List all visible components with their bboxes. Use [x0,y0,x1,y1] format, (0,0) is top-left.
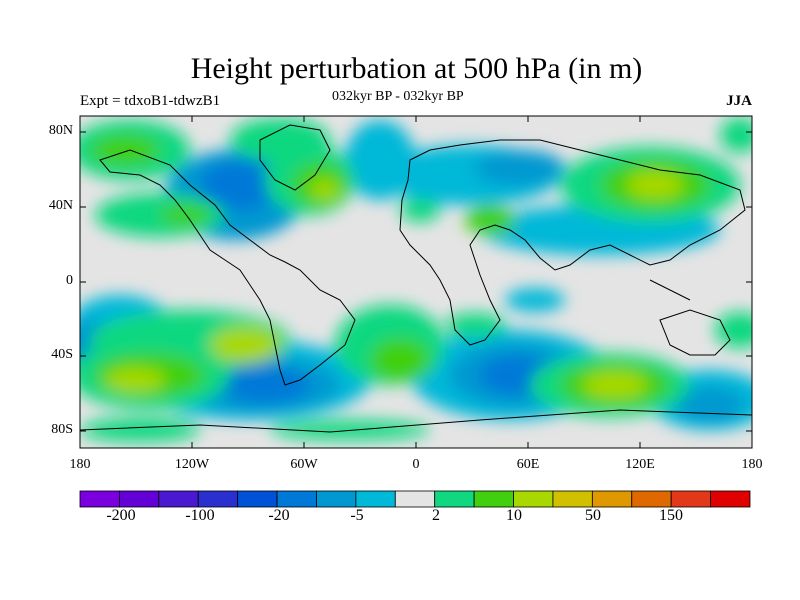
lon-label: 120W [174,457,210,472]
colorbar [79,490,751,508]
lon-label: 60E [516,457,540,472]
colorbar-swatch [119,490,160,508]
colorbar-swatch [394,490,436,508]
chart-title: Height perturbation at 500 hPa (in m) [190,52,643,85]
lon-label: 0 [412,457,420,472]
colorbar-swatch [670,490,711,508]
lon-label: 180 [741,457,763,472]
colorbar-label: 2 [432,507,440,524]
coastlines [80,124,752,433]
colorbar-swatch [158,490,199,508]
colorbar-label: 50 [585,507,601,524]
colorbar-swatch [197,490,239,508]
lon-label: 120E [625,457,655,472]
colorbar-swatch [552,490,593,508]
colorbar-swatch [355,490,396,508]
period-label: 032kyr BP - 032kyr BP [332,89,464,104]
colorbar-swatch [473,490,514,508]
colorbar-swatch [316,490,357,508]
colorbar-label: -100 [185,507,215,524]
lat-label: 80S [51,422,73,437]
colorbar-label: -20 [268,507,290,524]
lat-label: 0 [66,273,73,288]
lon-label: 60W [290,457,318,472]
colorbar-swatch [631,490,672,508]
lat-label: 40S [51,347,73,362]
colorbar-label: -5 [350,507,364,524]
anomaly-field [80,117,752,442]
lon-label: 180 [69,457,91,472]
colorbar-swatch [434,490,475,508]
season-label: JJA [726,93,752,109]
colorbar-swatch [513,490,554,508]
colorbar-swatch [276,490,317,508]
lat-label: 40N [48,198,73,213]
experiment-label: Expt = tdxoB1-tdwzB1 [80,93,221,109]
colorbar-label: 150 [659,507,683,524]
lat-label: 80N [48,123,73,138]
colorbar-swatch [710,490,751,508]
colorbar-label: 10 [506,507,522,524]
colorbar-swatch [591,490,633,508]
axis-ticks [79,116,753,448]
colorbar-label: -200 [106,507,136,524]
colorbar-swatch [79,490,120,508]
colorbar-swatch [237,490,278,508]
